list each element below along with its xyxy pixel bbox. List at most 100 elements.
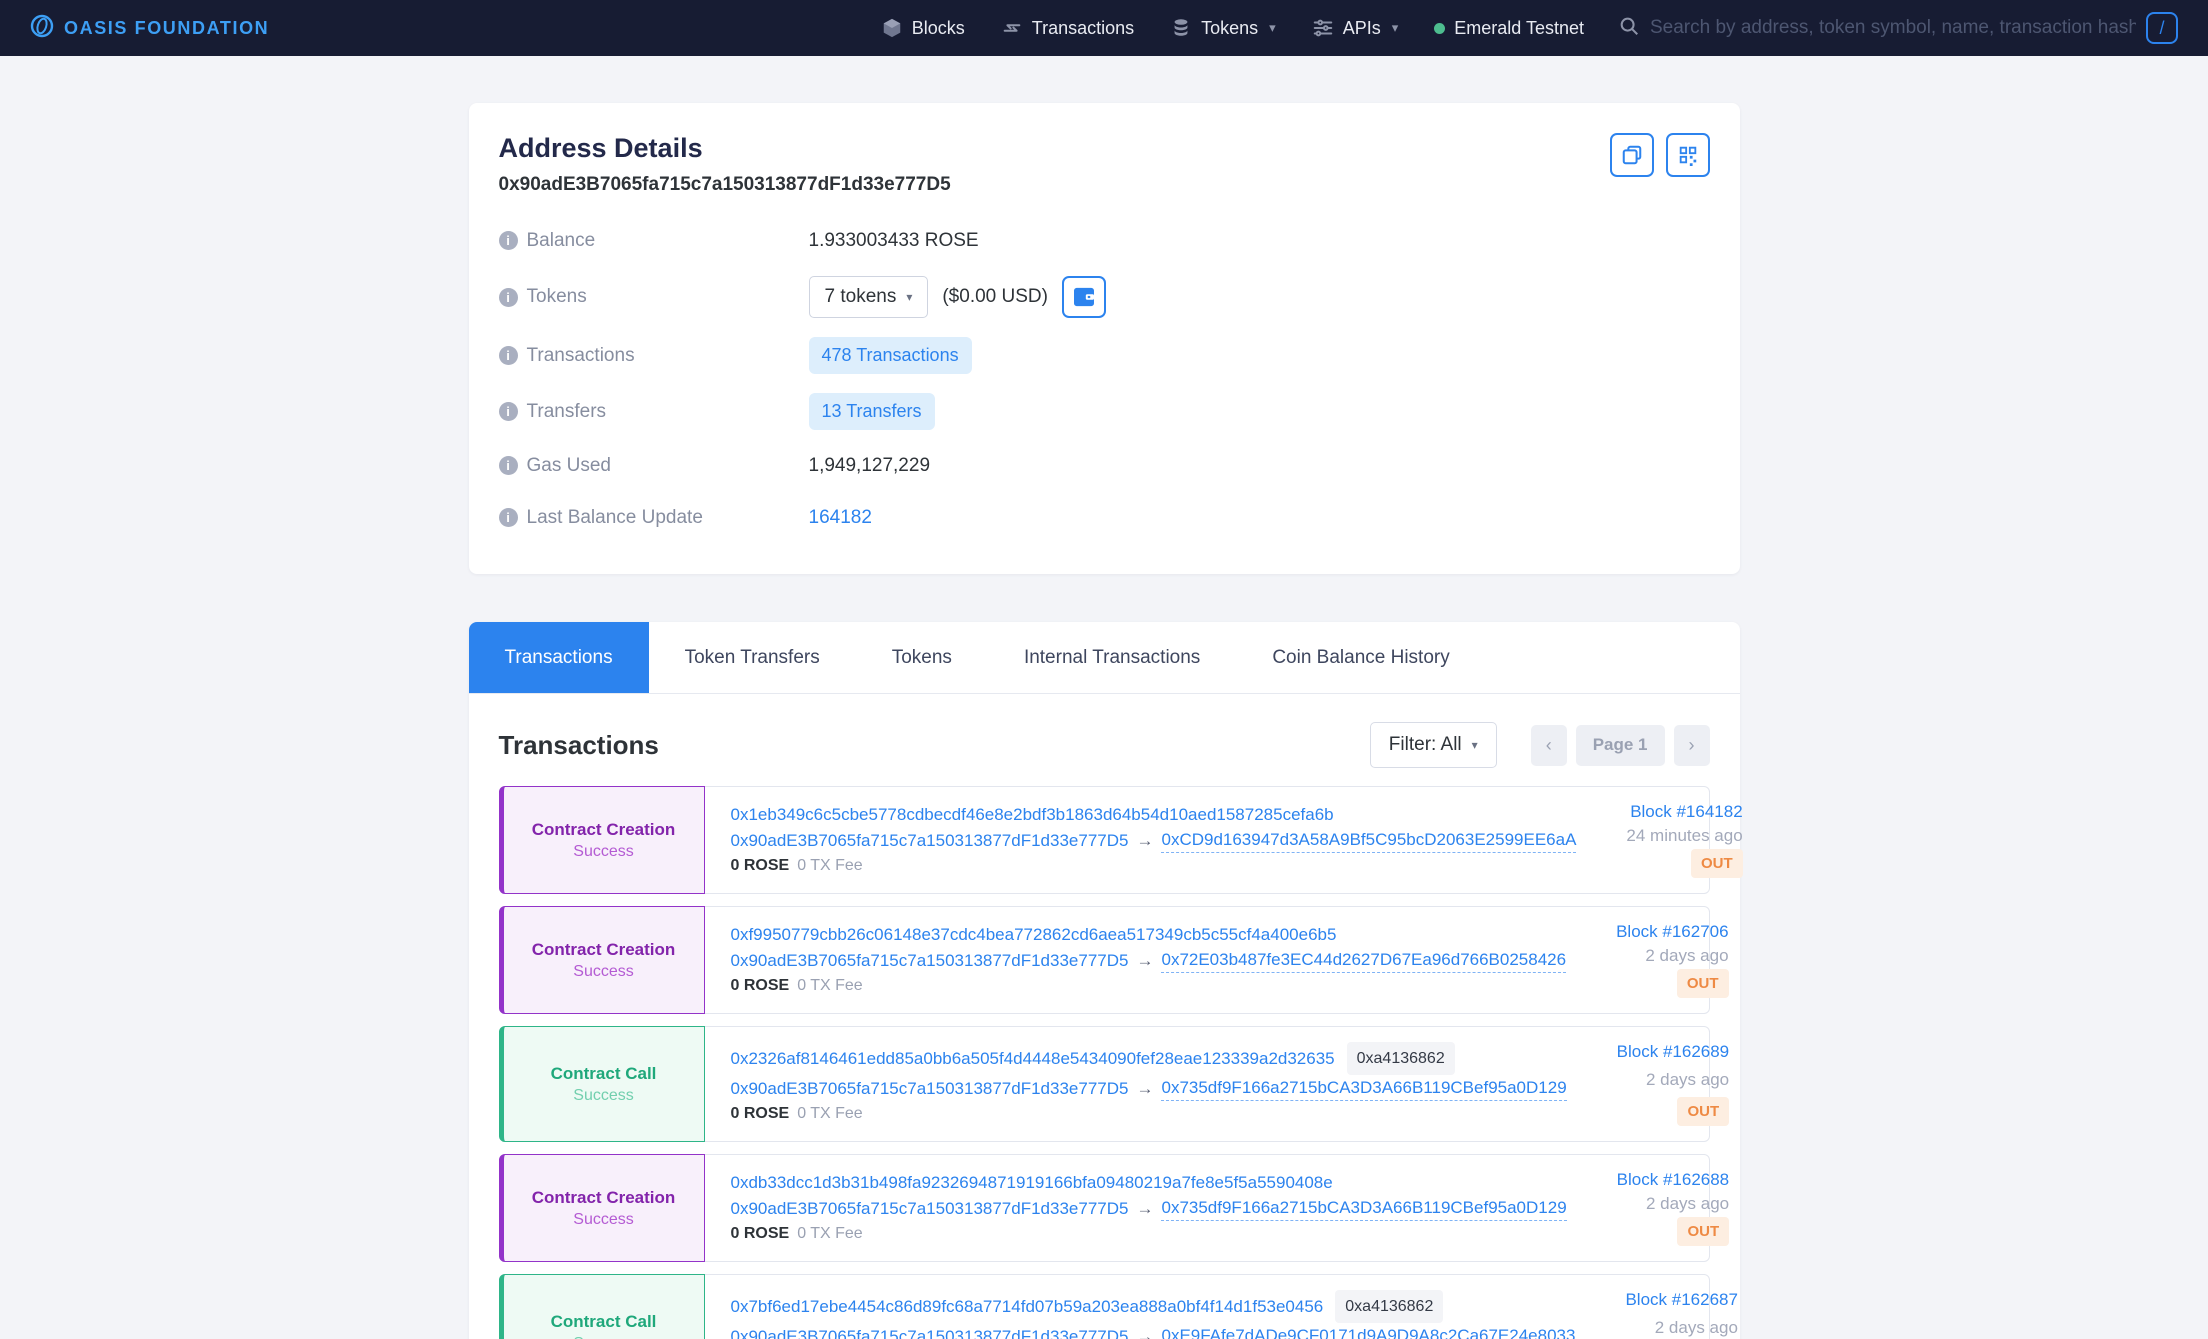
transactions-section-title: Transactions (498, 729, 659, 760)
transfers-count-link[interactable]: 13 Transfers (808, 393, 935, 430)
filter-label: Filter: All (1388, 734, 1462, 755)
qr-code-button[interactable] (1665, 133, 1710, 177)
filter-dropdown[interactable]: Filter: All ▾ (1369, 722, 1497, 768)
block-link[interactable]: Block #162689 (1616, 1042, 1730, 1061)
from-address-link[interactable]: 0x90adE3B7065fa715c7a150313877dF1d33e777… (730, 1326, 1129, 1339)
block-link[interactable]: Block #162687 (1625, 1290, 1738, 1309)
transaction-hash-link[interactable]: 0xdb33dcc1d3b31b498fa9232694871919166bfa… (730, 1173, 1333, 1192)
transaction-status-label: Success (573, 1210, 634, 1228)
nav-menu: Blocks Transactions Tokens ▾ APIs ▾ Emerald Te… (881, 17, 1584, 39)
address-hash: 0x90adE3B7065fa715c7a150313877dF1d33e777… (498, 174, 951, 195)
tab-coin-balance-history[interactable]: Coin Balance History (1272, 646, 1450, 668)
search-input[interactable] (1650, 17, 2136, 39)
transaction-status-cell: Contract Creation Success (498, 906, 705, 1014)
info-icon: i (498, 346, 518, 365)
transfers-label: Transfers (526, 400, 607, 422)
balance-label: Balance (526, 229, 596, 251)
transaction-hash-link[interactable]: 0x1eb349c6c5cbe5778cdbecdf46e8e2bdf3b186… (730, 805, 1334, 824)
next-page-button[interactable]: › (1673, 724, 1710, 766)
top-navbar: OASIS FOUNDATION Blocks Transactions Token… (0, 0, 2208, 56)
transaction-value: 0 ROSE (730, 1225, 790, 1242)
arrow-right-icon: → (1136, 830, 1154, 850)
tokens-usd-value: ($0.00 USD) (942, 286, 1048, 307)
tab-token-transfers[interactable]: Token Transfers (684, 646, 820, 668)
transaction-status-cell: Contract Call Success (498, 1274, 705, 1339)
to-address-link[interactable]: 0x72E03b487fe3EC44d2627D67Ea96d766B02584… (1161, 947, 1567, 973)
last-balance-update-link[interactable]: 164182 (808, 506, 872, 528)
from-address-link[interactable]: 0x90adE3B7065fa715c7a150313877dF1d33e777… (730, 1078, 1129, 1098)
method-id-badge: 0xa4136862 (1346, 1042, 1455, 1075)
chevron-down-icon: ▾ (906, 290, 913, 304)
nav-item-label: APIs (1342, 17, 1381, 38)
transaction-hash-link[interactable]: 0x7bf6ed17ebe4454c86d89fc68a7714fd07b59a… (730, 1297, 1324, 1316)
direction-badge: OUT (1691, 849, 1743, 878)
transaction-status-label: Success (573, 1086, 634, 1104)
to-address-link[interactable]: 0x735df9F166a2715bCA3D3A66B119CBef95a0D1… (1161, 1075, 1567, 1101)
info-icon: i (498, 287, 518, 307)
transaction-row: Contract Creation Success 0x1eb349c6c5cb… (498, 786, 1743, 894)
nav-item-transactions[interactable]: Transactions (1001, 17, 1134, 39)
chevron-down-icon: ▾ (1391, 20, 1399, 35)
chevron-down-icon: ▾ (1269, 20, 1276, 35)
transaction-row: Contract Creation Success 0xf9950779cbb2… (498, 906, 1729, 1014)
arrow-right-icon: → (1136, 1198, 1154, 1218)
to-address-link[interactable]: 0xCD9d163947d3A58A9Bf5C95bcD2063E2599EE6… (1161, 827, 1577, 853)
tab-internal-transactions[interactable]: Internal Transactions (1023, 646, 1201, 668)
gas-used-value: 1,949,127,229 (808, 454, 931, 476)
transaction-hash-link[interactable]: 0x2326af8146461edd85a0bb6a505f4d4448e543… (730, 1049, 1335, 1068)
info-icon: i (498, 231, 518, 250)
main-content: Address Details 0x90adE3B7065fa715c7a150… (0, 56, 2208, 1339)
nav-item-blocks[interactable]: Blocks (881, 17, 965, 39)
transaction-value: 0 ROSE (730, 1105, 790, 1122)
arrow-right-icon: → (1136, 1326, 1154, 1339)
wallet-button[interactable] (1061, 276, 1106, 318)
transactions-label: Transactions (526, 344, 635, 366)
transaction-value: 0 ROSE (730, 857, 790, 874)
arrow-right-icon: → (1136, 950, 1154, 970)
nav-item-label: Transactions (1031, 17, 1135, 38)
transaction-status-cell: Contract Creation Success (498, 1154, 705, 1262)
page-title: Address Details (498, 133, 703, 163)
transaction-age: 2 days ago (1645, 1069, 1730, 1089)
block-link[interactable]: Block #164182 (1630, 802, 1743, 821)
nav-item-emerald-testnet[interactable]: Emerald Testnet (1434, 18, 1584, 39)
block-link[interactable]: Block #162688 (1616, 1170, 1730, 1189)
direction-badge: OUT (1677, 1217, 1730, 1246)
arrow-right-icon: → (1136, 1078, 1154, 1098)
from-address-link[interactable]: 0x90adE3B7065fa715c7a150313877dF1d33e777… (730, 1198, 1129, 1218)
wallet-icon (1073, 287, 1094, 307)
nav-item-label: Tokens (1201, 17, 1259, 38)
tab-transactions[interactable]: Transactions (468, 622, 649, 693)
from-address-link[interactable]: 0x90adE3B7065fa715c7a150313877dF1d33e777… (730, 950, 1129, 970)
tab-tokens[interactable]: Tokens (891, 646, 952, 668)
prev-page-button[interactable]: ‹ (1530, 724, 1567, 766)
transaction-age: 2 days ago (1654, 1317, 1738, 1337)
current-page-button[interactable]: Page 1 (1575, 724, 1665, 766)
block-link[interactable]: Block #162706 (1616, 922, 1729, 941)
transaction-status-label: Success (573, 842, 634, 860)
from-address-link[interactable]: 0x90adE3B7065fa715c7a150313877dF1d33e777… (730, 830, 1129, 850)
transfer-arrows-icon (1001, 17, 1023, 39)
copy-address-button[interactable] (1609, 133, 1654, 177)
transactions-count-link[interactable]: 478 Transactions (808, 337, 972, 374)
brand-home-link[interactable]: OASIS FOUNDATION (30, 14, 269, 43)
transaction-hash-link[interactable]: 0xf9950779cbb26c06148e37cdc4bea772862cd6… (730, 925, 1337, 944)
oasis-logo-icon (30, 14, 54, 43)
info-icon: i (498, 456, 518, 475)
transaction-age: 24 minutes ago (1626, 825, 1743, 845)
qr-code-icon (1679, 146, 1696, 166)
to-address-link[interactable]: 0x735df9F166a2715bCA3D3A66B119CBef95a0D1… (1161, 1195, 1567, 1221)
tokens-dropdown[interactable]: 7 tokens ▾ (808, 276, 929, 318)
search-icon (1618, 15, 1640, 42)
transfers-row: i Transfers 13 Transfers (498, 393, 1710, 430)
last-balance-update-label: Last Balance Update (526, 506, 703, 528)
nav-item-tokens[interactable]: Tokens ▾ (1170, 17, 1276, 39)
to-address-link[interactable]: 0xE9FAfe7dADe9CF0171d9A9D9A8c2Ca67E24e80… (1161, 1323, 1575, 1339)
transaction-fee: 0 TX Fee (797, 977, 863, 994)
transactions-list: Contract Creation Success 0x1eb349c6c5cb… (469, 786, 1743, 1339)
transaction-status-cell: Contract Call Success (498, 1026, 705, 1142)
nav-item-apis[interactable]: APIs ▾ (1312, 17, 1399, 39)
address-details-card: Address Details 0x90adE3B7065fa715c7a150… (468, 103, 1740, 574)
cube-icon (881, 17, 903, 39)
copy-icon (1622, 145, 1641, 165)
